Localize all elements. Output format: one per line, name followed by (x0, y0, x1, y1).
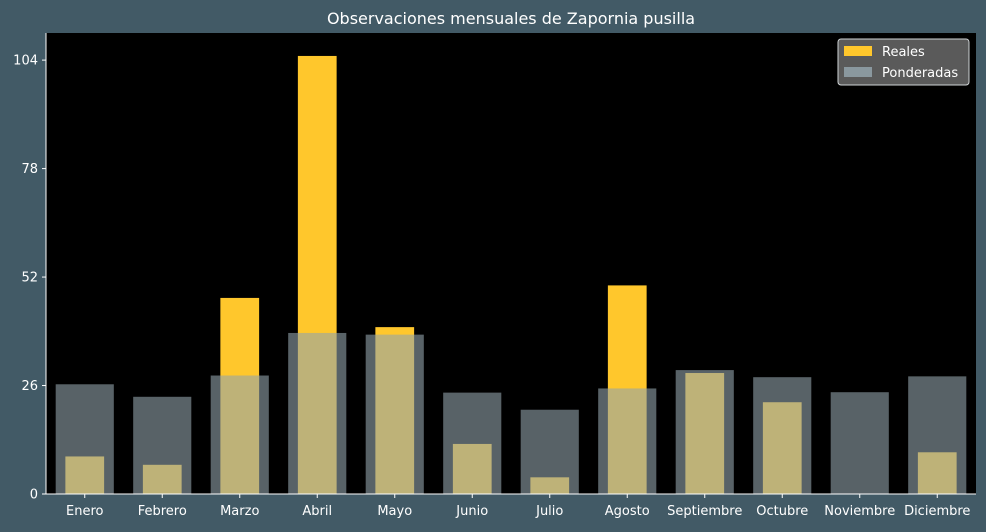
y-tick-label: 52 (21, 271, 38, 286)
series-ponderadas (55, 332, 967, 494)
bar-ponderadas-enero (55, 384, 114, 494)
bar-ponderadas-abril (288, 332, 347, 494)
x-tick-label: Mayo (377, 504, 412, 519)
y-axis: 0 26 52 78 104 (13, 33, 47, 503)
legend-label-ponderadas: Ponderadas (882, 66, 958, 81)
x-tick-label: Octubre (756, 504, 808, 519)
bar-ponderadas-febrero (133, 396, 192, 494)
legend-swatch-ponderadas (844, 67, 872, 77)
legend-swatch-reales (844, 46, 872, 56)
bar-ponderadas-marzo (210, 375, 269, 494)
x-tick-label: Enero (66, 504, 104, 519)
x-tick-label: Marzo (220, 504, 259, 519)
bar-ponderadas-julio (520, 409, 579, 494)
bar-ponderadas-mayo (365, 334, 424, 494)
legend-label-reales: Reales (882, 45, 925, 60)
y-tick-label: 26 (21, 379, 38, 394)
x-tick-label: Noviembre (824, 504, 895, 519)
bar-ponderadas-agosto (598, 388, 657, 494)
bar-ponderadas-octubre (753, 377, 812, 494)
x-tick-label: Agosto (605, 504, 650, 519)
y-tick-label: 104 (13, 54, 38, 69)
x-tick-label: Junio (455, 504, 488, 519)
bar-ponderadas-diciembre (908, 376, 967, 494)
bar-ponderadas-junio (443, 392, 502, 494)
bar-ponderadas-septiembre (675, 370, 734, 494)
chart-title: Observaciones mensuales de Zapornia pusi… (327, 9, 695, 28)
y-tick-label: 78 (21, 162, 38, 177)
x-axis: Enero Febrero Marzo Abril Mayo Junio Julio Agos… (46, 493, 976, 519)
x-tick-label: Abril (302, 504, 332, 519)
legend: Reales Ponderadas (837, 38, 970, 86)
x-tick-label: Febrero (138, 504, 187, 519)
x-tick-label: Diciembre (904, 504, 970, 519)
bar-ponderadas-noviembre (830, 392, 889, 494)
y-tick-label: 0 (30, 488, 38, 503)
plot-area (46, 33, 976, 494)
x-tick-label: Septiembre (667, 504, 742, 519)
x-tick-label: Julio (535, 504, 563, 519)
